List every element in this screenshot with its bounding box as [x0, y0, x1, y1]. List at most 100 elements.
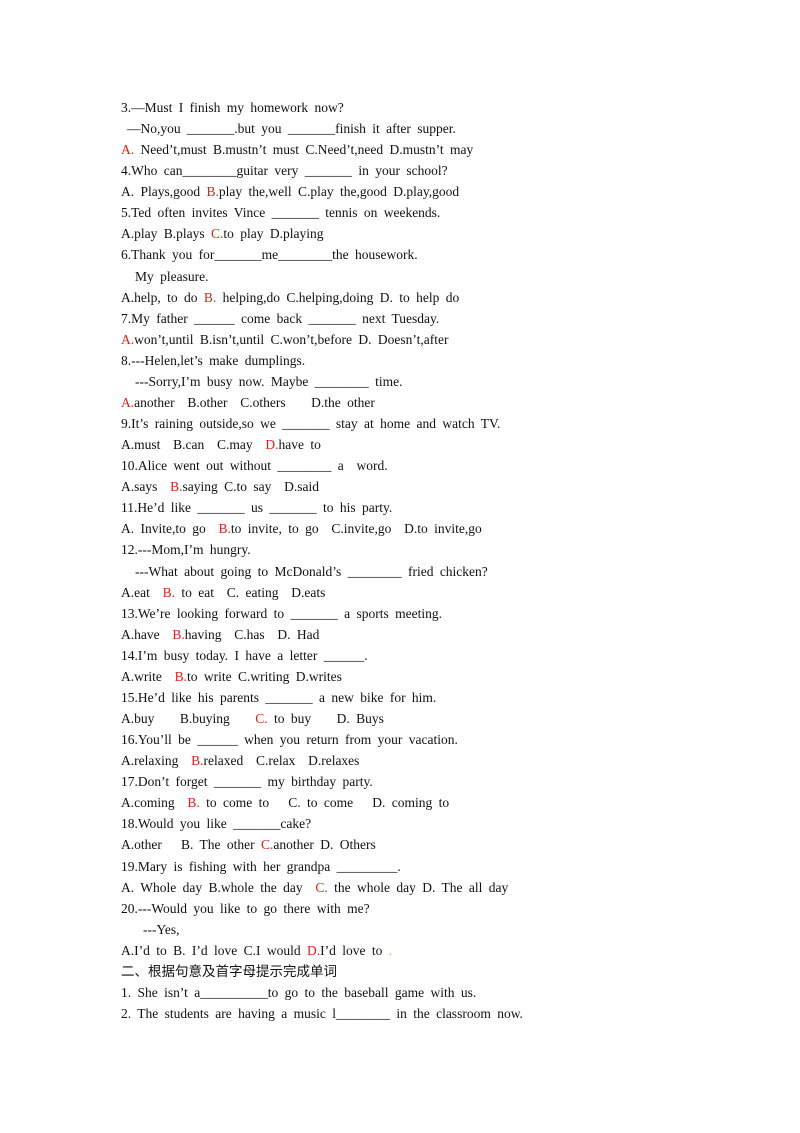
- text-run: 9.It’s raining outside,so we _______ sta…: [121, 416, 501, 432]
- text-line: A.buy B.buying C. to buy D. Buys: [121, 711, 384, 727]
- text-run: A. Whole day B.whole the day: [121, 879, 316, 895]
- text-line: 12.---Mom,I’m hungry.: [121, 542, 251, 558]
- text-run: to write C.writing D.writes: [187, 668, 342, 684]
- text-line: 5.Ted often invites Vince _______ tennis…: [121, 205, 440, 221]
- answer-mark: B.: [172, 626, 185, 642]
- text-line: 20.---Would you like to go there with me…: [121, 901, 370, 917]
- text-run: 8.---Helen,let’s make dumplings.: [121, 352, 306, 368]
- text-run: A.says: [121, 479, 171, 495]
- text-run: ---Sorry,I’m busy now. Maybe ________ ti…: [135, 373, 403, 389]
- answer-mark: C.: [315, 879, 328, 895]
- answer-mark: B.: [174, 668, 188, 684]
- text-run: 11.He’d like _______ us _______ to his p…: [121, 500, 393, 516]
- text-run: 2. The students are having a music l____…: [121, 1006, 523, 1021]
- text-run: 1. She isn’t a__________to go to the bas…: [121, 984, 477, 1000]
- text-line: 1. She isn’t a__________to go to the bas…: [121, 985, 476, 1001]
- answer-mark: B.: [162, 584, 175, 600]
- text-line: A.says B.saying C.to say D.said: [121, 479, 319, 495]
- text-run: 4.Who can________guitar very _______ in …: [121, 163, 448, 179]
- answer-mark: A.: [121, 394, 135, 410]
- text-run: A.help, to do: [121, 289, 204, 305]
- answer-mark: B.: [170, 479, 183, 495]
- text-line: A.coming B. to come to C. to come D. com…: [121, 795, 449, 811]
- text-run: won’t,until B.isn’t,until C.won’t,before…: [134, 331, 449, 347]
- text-run: 16.You’ll be ______ when you return from…: [121, 732, 458, 748]
- text-line: 14.I’m busy today. I have a letter _____…: [121, 648, 368, 664]
- text-run: having C.has D. Had: [184, 626, 320, 642]
- text-line: ---Yes,: [143, 922, 180, 938]
- text-run: A.eat: [121, 584, 163, 600]
- text-run: to play D.playing: [223, 226, 324, 242]
- text-run: My pleasure.: [135, 268, 209, 284]
- text-run: 18.Would you like _______cake?: [121, 816, 312, 832]
- text-run: to eat C. eating D.eats: [175, 584, 326, 600]
- text-run: 6.Thank you for_______me________the hous…: [121, 247, 418, 263]
- text-run: —No,you _______.but you _______finish it…: [127, 121, 456, 137]
- text-run: Need’t,must B.mustn’t must C.Need’t,need…: [134, 142, 474, 158]
- text-run: A.have: [121, 626, 173, 642]
- text-line: 15.He’d like his parents _______ a new b…: [121, 690, 436, 706]
- answer-mark: B.: [206, 184, 219, 200]
- text-run: another B.other C.others D.the other: [134, 394, 375, 410]
- text-line: 3.—Must I finish my homework now?: [121, 100, 344, 116]
- text-line: 19.Mary is fishing with her grandpa ____…: [121, 859, 401, 875]
- text-line: 9.It’s raining outside,so we _______ sta…: [121, 416, 500, 432]
- text-line: My pleasure.: [135, 269, 208, 285]
- text-line: 7.My father ______ come back _______ nex…: [121, 311, 439, 327]
- text-run: relaxed C.relax D.relaxes: [203, 753, 360, 769]
- text-line: 18.Would you like _______cake?: [121, 816, 311, 832]
- answer-mark: B.: [191, 753, 204, 769]
- text-run: A. Invite,to go: [121, 521, 219, 537]
- text-run: another D. Others: [273, 837, 376, 853]
- answer-mark: A.: [121, 142, 135, 158]
- text-line: A. Need’t,must B.mustn’t must C.Need’t,n…: [121, 142, 473, 158]
- text-line: A. Invite,to go B.to invite, to go C.inv…: [121, 521, 482, 537]
- text-run: play the,well C.play the,good D.play,goo…: [218, 184, 460, 200]
- text-run: 20.---Would you like to go there with me…: [121, 900, 370, 916]
- text-line: A. Whole day B.whole the day C. the whol…: [121, 880, 508, 896]
- text-run: to come to C. to come D. coming to: [199, 795, 450, 811]
- answer-mark: .: [388, 942, 393, 958]
- text-line: ---Sorry,I’m busy now. Maybe ________ ti…: [135, 374, 402, 390]
- text-line: 4.Who can________guitar very _______ in …: [121, 163, 448, 179]
- text-run: have to: [278, 437, 321, 453]
- text-line: 2. The students are having a music l____…: [121, 1006, 523, 1022]
- text-line: A.write B.to write C.writing D.writes: [121, 669, 342, 685]
- text-line: ---What about going to McDonald’s ______…: [135, 564, 488, 580]
- answer-mark: C.: [255, 711, 268, 727]
- text-line: A.eat B. to eat C. eating D.eats: [121, 585, 325, 601]
- text-line: A. Plays,good B.play the,well C.play the…: [121, 184, 459, 200]
- text-line: 16.You’ll be ______ when you return from…: [121, 732, 458, 748]
- text-line: 17.Don’t forget _______ my birthday part…: [121, 774, 373, 790]
- text-line: A.won’t,until B.isn’t,until C.won’t,befo…: [121, 332, 448, 348]
- text-run: A.buy B.buying: [121, 711, 256, 727]
- answer-mark: C.: [260, 837, 274, 853]
- text-line: A.another B.other C.others D.the other: [121, 395, 375, 411]
- text-line: 10.Alice went out without ________ a wor…: [121, 458, 388, 474]
- text-run: 12.---Mom,I’m hungry.: [121, 542, 251, 558]
- text-run: 3.—Must I finish my homework now?: [121, 100, 344, 115]
- text-line: 8.---Helen,let’s make dumplings.: [121, 353, 305, 369]
- text-run: A.coming: [121, 795, 188, 811]
- text-run: to buy D. Buys: [267, 711, 384, 727]
- text-run: helping,do C.helping,doing D. to help do: [216, 289, 460, 305]
- answer-mark: B.: [187, 795, 200, 811]
- text-run: 15.He’d like his parents _______ a new b…: [121, 689, 437, 705]
- text-line: A.relaxing B.relaxed C.relax D.relaxes: [121, 753, 359, 769]
- text-line: —No,you _______.but you _______finish it…: [127, 121, 456, 137]
- text-run: to invite, to go C.invite,go D.to invite…: [230, 521, 482, 537]
- answer-mark: D.: [265, 437, 279, 453]
- answer-mark: C.: [211, 226, 224, 242]
- text-run: 7.My father ______ come back _______ nex…: [121, 310, 440, 326]
- text-run: I’d love to: [320, 942, 389, 958]
- text-line: A.must B.can C.may D.have to: [121, 437, 321, 453]
- text-line: A.play B.plays C.to play D.playing: [121, 226, 324, 242]
- text-run: 10.Alice went out without ________ a wor…: [121, 458, 388, 474]
- text-run: 二、根据句意及首字母提示完成单词: [121, 963, 337, 979]
- text-line: A.have B.having C.has D. Had: [121, 627, 319, 643]
- answer-mark: A.: [121, 331, 135, 347]
- text-run: A.must B.can C.may: [121, 437, 266, 453]
- answer-mark: B.: [203, 289, 217, 305]
- text-run: A.relaxing: [121, 753, 192, 769]
